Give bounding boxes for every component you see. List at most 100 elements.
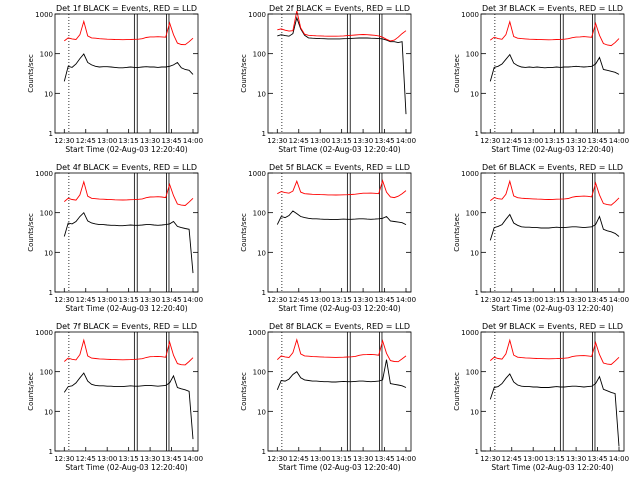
x-tick-label: 13:00 — [523, 137, 543, 145]
plot-frame — [54, 13, 199, 134]
y-tick-label: 1000 — [461, 170, 479, 178]
x-tick-label: 14:00 — [183, 137, 203, 145]
x-tick-label: 14:00 — [396, 455, 416, 463]
y-tick-label: 10 — [470, 249, 479, 257]
x-tick-label: 13:30 — [353, 296, 373, 304]
x-tick-label: 13:30 — [140, 296, 160, 304]
series-events-line — [276, 210, 407, 226]
y-tick-label: 1000 — [35, 11, 53, 19]
panel-3: Det 3f BLACK = Events, RED = LLD 1 10 100 10… — [453, 4, 629, 154]
y-tick-label: 100 — [253, 210, 266, 218]
series-lld-line — [277, 179, 407, 199]
x-tick-label: 13:45 — [161, 455, 181, 463]
y-tick-label: 10 — [44, 90, 53, 98]
series-lld-line — [490, 179, 620, 206]
x-tick-label: 13:45 — [374, 455, 394, 463]
x-tick-label: 13:30 — [353, 455, 373, 463]
plot-frame — [480, 331, 625, 452]
y-tick-label: 1000 — [35, 170, 53, 178]
x-tick-label: 12:45 — [76, 455, 96, 463]
series-events-line — [489, 373, 620, 447]
series-events-line — [489, 53, 620, 82]
panel-1: Det 1f BLACK = Events, RED = LLD 1 10 100 10… — [27, 4, 203, 154]
x-tick-label: 13:00 — [97, 137, 117, 145]
x-tick-label: 13:15 — [119, 455, 139, 463]
y-axis-label: Counts/sec — [453, 372, 461, 411]
y-tick-label: 100 — [253, 369, 266, 377]
x-tick-label: 13:45 — [161, 137, 181, 145]
x-tick-label: 13:00 — [97, 455, 117, 463]
y-tick-label: 10 — [257, 90, 266, 98]
y-tick-label: 100 — [466, 210, 479, 218]
plot-frame — [480, 172, 625, 293]
y-tick-label: 100 — [253, 51, 266, 59]
y-tick-label: 10 — [257, 408, 266, 416]
panel-title: Det 6f BLACK = Events, RED = LLD — [482, 163, 623, 172]
x-tick-label: 12:45 — [289, 137, 309, 145]
x-axis-label: Start Time (02-Aug-03 12:20:40) — [278, 463, 400, 472]
x-tick-label: 13:15 — [545, 137, 565, 145]
y-axis-label: Counts/sec — [453, 213, 461, 252]
y-tick-label: 10 — [44, 249, 53, 257]
x-tick-label: 13:15 — [545, 455, 565, 463]
y-tick-label: 100 — [40, 210, 53, 218]
x-tick-label: 13:15 — [119, 137, 139, 145]
y-tick-label: 1 — [262, 289, 266, 297]
x-tick-label: 14:00 — [396, 296, 416, 304]
x-tick-label: 13:00 — [523, 455, 543, 463]
y-axis-label: Counts/sec — [27, 372, 35, 411]
x-tick-label: 12:30 — [480, 137, 500, 145]
y-axis-label: Counts/sec — [240, 372, 248, 411]
y-tick-label: 100 — [40, 51, 53, 59]
x-tick-label: 13:15 — [332, 137, 352, 145]
panel-9: Det 9f BLACK = Events, RED = LLD 1 10 100 10… — [453, 322, 629, 472]
x-tick-label: 12:30 — [267, 455, 287, 463]
panel-title: Det 7f BLACK = Events, RED = LLD — [56, 322, 197, 331]
y-tick-label: 1000 — [248, 11, 266, 19]
panel-7: Det 7f BLACK = Events, RED = LLD 1 10 100 10… — [27, 322, 203, 472]
x-tick-label: 14:00 — [609, 296, 629, 304]
x-tick-label: 14:00 — [183, 455, 203, 463]
x-axis-label: Start Time (02-Aug-03 12:20:40) — [65, 463, 187, 472]
x-tick-label: 12:30 — [480, 296, 500, 304]
y-tick-label: 1 — [475, 289, 479, 297]
x-tick-label: 13:00 — [310, 455, 330, 463]
series-lld-line — [276, 338, 407, 363]
y-tick-label: 1000 — [35, 329, 53, 337]
y-tick-label: 1000 — [461, 329, 479, 337]
panel-8: Det 8f BLACK = Events, RED = LLD 1 10 100 10… — [240, 322, 416, 472]
plot-frame — [267, 172, 412, 293]
panel-title: Det 2f BLACK = Events, RED = LLD — [269, 4, 410, 13]
x-tick-label: 12:30 — [480, 455, 500, 463]
x-tick-label: 12:45 — [502, 455, 522, 463]
x-tick-label: 13:30 — [140, 455, 160, 463]
panel-6: Det 6f BLACK = Events, RED = LLD 1 10 100 10… — [453, 163, 629, 313]
y-tick-label: 1 — [49, 130, 53, 138]
x-tick-label: 13:45 — [587, 137, 607, 145]
y-tick-label: 1000 — [248, 329, 266, 337]
x-tick-label: 13:00 — [310, 296, 330, 304]
x-tick-label: 13:45 — [374, 137, 394, 145]
series-events-line — [63, 372, 194, 440]
x-tick-label: 12:45 — [289, 455, 309, 463]
x-axis-label: Start Time (02-Aug-03 12:20:40) — [278, 304, 400, 313]
panel-2: Det 2f BLACK = Events, RED = LLD 1 10 100 10… — [240, 4, 416, 154]
y-tick-label: 1 — [49, 448, 53, 456]
series-events-line — [63, 211, 194, 274]
plot-frame — [480, 13, 625, 134]
series-lld-line — [64, 19, 194, 46]
series-events-line — [63, 53, 194, 82]
panel-title: Det 3f BLACK = Events, RED = LLD — [482, 4, 623, 13]
x-tick-label: 12:30 — [54, 455, 74, 463]
x-tick-label: 12:45 — [289, 296, 309, 304]
x-tick-label: 12:45 — [76, 137, 96, 145]
plot-frame — [267, 13, 412, 134]
x-tick-label: 13:00 — [310, 137, 330, 145]
series-events-line — [276, 359, 407, 390]
x-axis-label: Start Time (02-Aug-03 12:20:40) — [278, 145, 400, 154]
y-tick-label: 100 — [466, 51, 479, 59]
y-tick-label: 1 — [262, 130, 266, 138]
panel-5: Det 5f BLACK = Events, RED = LLD 1 10 100 10… — [240, 163, 416, 313]
series-lld-line — [490, 20, 620, 47]
